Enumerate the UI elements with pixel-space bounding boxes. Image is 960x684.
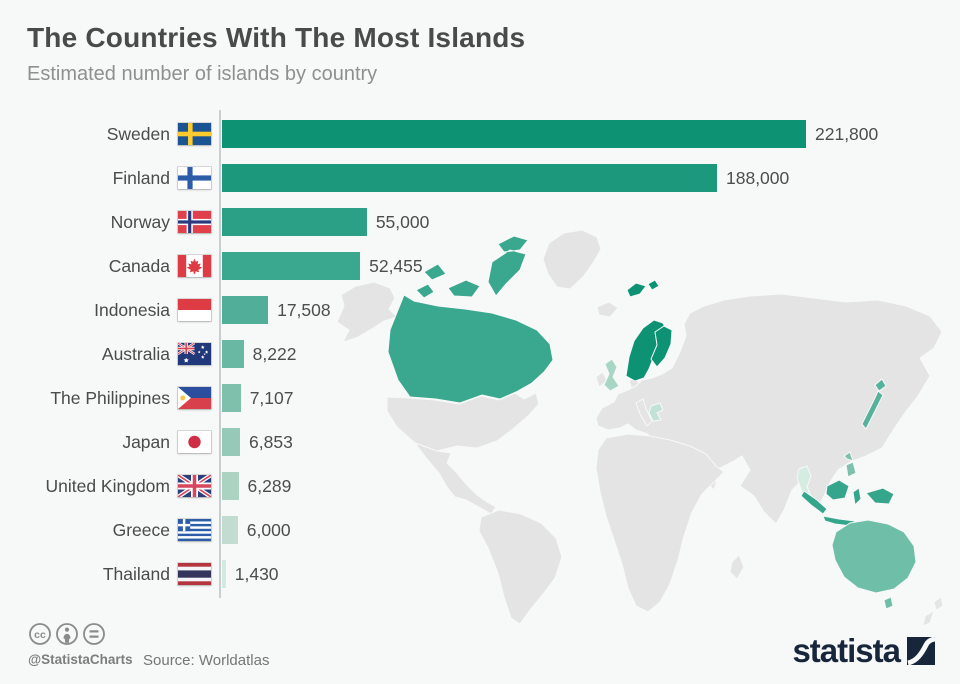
bar-value: 7,107 [249, 387, 294, 408]
australia-flag-icon [178, 343, 211, 365]
map-canada [387, 294, 554, 404]
page-subtitle: Estimated number of islands by country [27, 63, 378, 85]
thailand-flag-icon [178, 563, 211, 585]
equal-icon[interactable] [83, 623, 105, 645]
chart-row: Sweden 221,800 [0, 112, 960, 156]
statista-charts-handle[interactable]: @StatistaCharts [28, 652, 133, 667]
bar-value: 55,000 [375, 211, 430, 232]
bar-finland [222, 164, 717, 192]
map-eurasia [595, 293, 943, 525]
chart-row: Norway 55,000 [0, 200, 960, 244]
bar-value: 1,430 [234, 563, 279, 584]
map-africa [595, 433, 725, 613]
country-label: Greece [112, 519, 170, 540]
chart-row: Canada 52,455 [0, 244, 960, 288]
chart-row: Greece 6,000 [0, 508, 960, 552]
map-united-kingdom [603, 358, 620, 392]
philippines-flag-icon [178, 387, 211, 409]
canada-flag-icon [178, 255, 211, 277]
map-iceland [596, 301, 619, 318]
country-label: Indonesia [94, 299, 170, 320]
axis-baseline [219, 110, 221, 598]
source-text: Source: Worldatlas [143, 652, 270, 669]
header: The Countries With The Most Islands Esti… [27, 22, 525, 86]
norway-flag-icon [178, 211, 211, 233]
country-label: Finland [112, 167, 170, 188]
bar-united-kingdom [222, 472, 239, 500]
chart-row: United Kingdom 6,289 [0, 464, 960, 508]
chart-row: Japan 6,853 [0, 420, 960, 464]
finland-flag-icon [178, 167, 211, 189]
license-block: cc @StatistaCharts [28, 622, 133, 667]
bar-thailand [222, 560, 226, 588]
chart-row: The Philippines 7,107 [0, 376, 960, 420]
chart-row: Thailand 1,430 [0, 552, 960, 596]
map-new-zealand [922, 596, 944, 627]
map-canada-arctic-islands [415, 235, 529, 299]
greece-flag-icon [178, 519, 211, 541]
bar-value: 8,222 [252, 343, 297, 364]
country-label: The Philippines [50, 387, 170, 408]
map-alaska [336, 281, 398, 343]
united-kingdom-flag-icon [178, 475, 211, 497]
bar-value: 17,508 [277, 299, 331, 320]
chart-row: Finland 188,000 [0, 156, 960, 200]
bar-japan [222, 428, 241, 456]
map-italy [635, 398, 653, 427]
country-label: Australia [101, 343, 170, 364]
map-svalbard [626, 279, 660, 298]
chart-row: Australia 8,222 [0, 332, 960, 376]
bar-chart: Sweden 221,800 Finland 188,000 Norway 55… [0, 112, 960, 596]
map-south-america [478, 509, 563, 625]
country-label: Norway [110, 211, 170, 232]
bar-greece [222, 516, 238, 544]
sweden-flag-icon [178, 123, 211, 145]
bar-norway [222, 208, 367, 236]
svg-text:cc: cc [34, 629, 46, 641]
map-madagascar [729, 554, 745, 580]
country-label: Japan [122, 431, 170, 452]
bar-indonesia [222, 296, 269, 324]
statista-logo[interactable]: statista [792, 634, 935, 667]
map-greece [648, 402, 664, 422]
country-label: United Kingdom [45, 475, 170, 496]
map-finland [650, 325, 673, 368]
attribution-icon[interactable] [56, 623, 78, 645]
statista-wordmark: statista [792, 632, 901, 669]
japan-flag-icon [178, 431, 211, 453]
statista-logo-mark [907, 636, 935, 665]
map-australia [831, 519, 917, 610]
map-greenland [542, 229, 602, 290]
map-philippines [843, 451, 857, 478]
bar-australia [222, 340, 244, 368]
page-title: The Countries With The Most Islands [27, 22, 526, 53]
bar-sweden [222, 120, 806, 148]
bar-canada [222, 252, 361, 280]
bar-value: 52,455 [369, 255, 423, 276]
country-label: Thailand [102, 563, 170, 584]
bar-philippines [222, 384, 241, 412]
indonesia-flag-icon [178, 299, 211, 321]
chart-row: Indonesia 17,508 [0, 288, 960, 332]
country-label: Sweden [106, 123, 170, 144]
map-japan [861, 378, 887, 430]
bar-value: 6,853 [249, 431, 293, 452]
bar-value: 188,000 [726, 167, 790, 188]
bar-value: 6,289 [247, 475, 292, 496]
map-central-america [413, 441, 497, 515]
country-label: Canada [108, 255, 170, 276]
cc-icon[interactable]: cc [29, 623, 51, 645]
bar-value: 6,000 [246, 519, 291, 540]
bar-value: 221,800 [815, 123, 879, 144]
